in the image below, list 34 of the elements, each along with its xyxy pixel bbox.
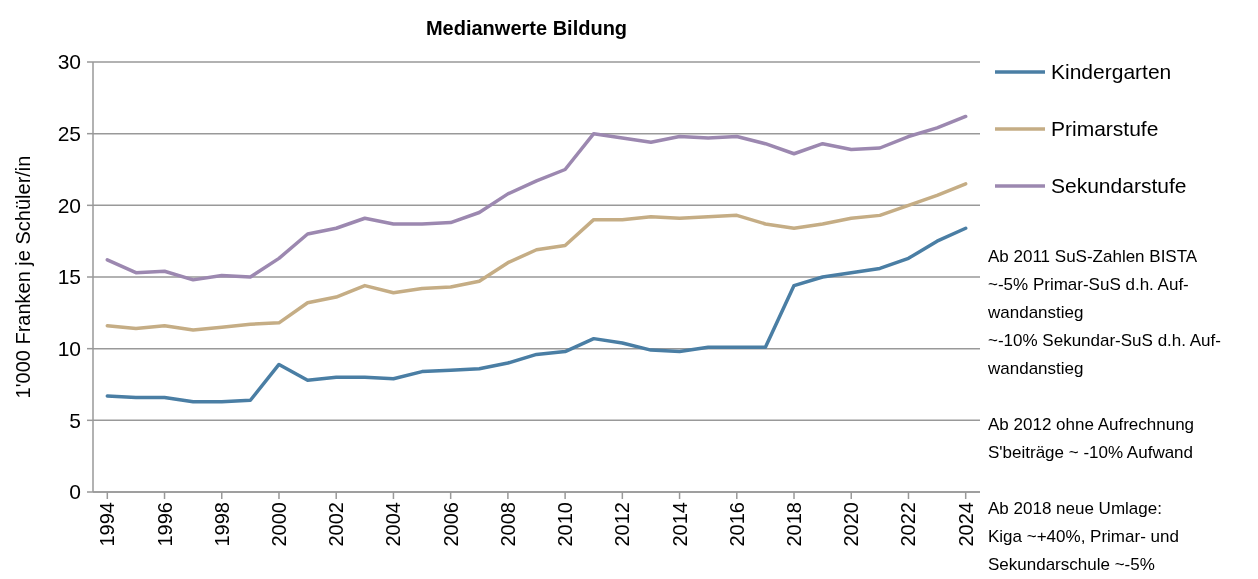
line-series (105, 114, 968, 282)
y-tick-label: 30 (57, 50, 81, 74)
x-tick-label: 2024 (954, 502, 977, 547)
x-tick-label: 1994 (96, 502, 119, 547)
x-tick-label: 2006 (439, 502, 462, 547)
x-tick-label: 2002 (325, 502, 348, 547)
text: Ab 2018 neue Umlage: Kiga ~+40%, Primar- und Sekundarschule ~-5% (988, 499, 1179, 574)
x-tick-label: 2000 (267, 502, 290, 547)
x-tick-label: 2016 (725, 502, 748, 547)
x-tick-label: 2022 (897, 502, 920, 547)
legend-label: Kindergarten (1051, 60, 1172, 84)
x-tick-label: 2004 (382, 502, 405, 547)
legend-label: Sekundarstufe (1051, 174, 1187, 198)
x-tick-label: 2012 (611, 502, 634, 547)
x-tick-label: 1996 (153, 502, 176, 547)
y-axis-title: 1'000 Franken je Schüler/in (12, 155, 34, 399)
text: Ab 2011 SuS-Zahlen BISTA ~-5% Primar-SuS d.h. Auf- wandanstieg ~-10% Sekundar-SuS d.h. Auf- wandanstieg (987, 247, 1221, 378)
line-series (105, 182, 968, 332)
y-tick-label: 5 (69, 408, 81, 432)
x-tick-label: 2010 (554, 502, 577, 547)
y-tick-label: 10 (57, 337, 81, 361)
x-tick-label: 2018 (783, 502, 806, 547)
legend-label: Primarstufe (1051, 117, 1159, 141)
chart-title: Medianwerte Bildung (425, 17, 628, 39)
x-tick-label: 1998 (210, 502, 233, 547)
line-series (105, 226, 968, 404)
y-tick-label: 15 (57, 265, 81, 289)
y-tick-label: 20 (57, 193, 81, 217)
x-tick-label: 2014 (668, 502, 691, 547)
x-tick-label: 2020 (840, 502, 863, 547)
y-tick-label: 0 (69, 480, 81, 504)
text: Ab 2012 ohne Aufrechnung S'beiträge ~ -10% Aufwand (988, 415, 1195, 462)
x-tick-label: 2008 (496, 502, 519, 547)
y-tick-label: 25 (57, 122, 81, 146)
